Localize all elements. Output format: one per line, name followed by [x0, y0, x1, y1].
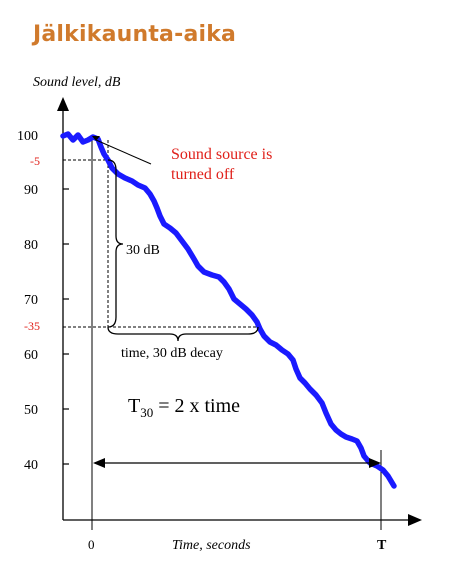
y-tick-label-100: 100 [17, 129, 38, 144]
formula: T30 = 2 x time [128, 395, 240, 420]
annotation-source-off-line1: Sound source is [171, 146, 272, 163]
y-axis-label: Sound level, dB [33, 75, 121, 90]
formula-t: T [128, 395, 140, 417]
horizontal-brace [107, 326, 259, 342]
formula-subscript: 30 [140, 405, 153, 420]
y-tick-label-40: 40 [24, 458, 38, 473]
source-off-marker-icon [92, 136, 100, 141]
y-tick-label-90: 90 [24, 183, 38, 198]
dashed-guides [63, 140, 258, 328]
y-tick-label-70: 70 [24, 293, 38, 308]
vertical-brace [107, 159, 124, 328]
page-title: Jälkikaunta-aika [33, 22, 237, 47]
source-off-pointer [95, 139, 152, 165]
x-axis-arrow-icon [408, 514, 422, 526]
x-axis-label: Time, seconds [172, 538, 251, 553]
annotation-source-off-line2: turned off [171, 166, 235, 183]
t-span-arrow-left-icon [93, 458, 105, 468]
y-marker-minus-5: -5 [30, 154, 40, 168]
annotation-decay-time: time, 30 dB decay [121, 346, 223, 361]
t-span-arrow-right-icon [369, 458, 381, 468]
x-tick-label-0: 0 [88, 537, 95, 552]
decay-curve [60, 131, 397, 489]
x-tick-label-t: T [377, 538, 387, 553]
formula-rest: = 2 x time [153, 395, 240, 417]
y-marker-minus-35: -35 [24, 319, 40, 333]
y-tick-marks [63, 134, 69, 465]
y-tick-label-80: 80 [24, 238, 38, 253]
y-tick-label-50: 50 [24, 403, 38, 418]
y-tick-label-60: 60 [24, 348, 38, 363]
y-axis-arrow-icon [57, 97, 69, 111]
annotation-30db: 30 dB [126, 243, 160, 258]
